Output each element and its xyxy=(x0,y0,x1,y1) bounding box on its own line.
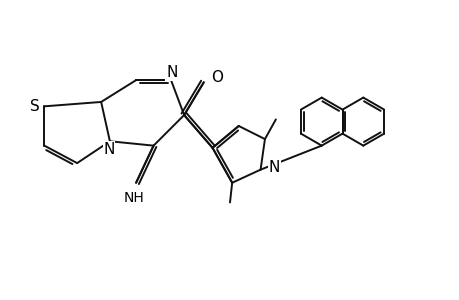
Text: N: N xyxy=(103,142,114,157)
Text: NH: NH xyxy=(123,191,144,205)
Text: O: O xyxy=(210,70,223,86)
Text: S: S xyxy=(30,99,39,114)
Text: N: N xyxy=(268,160,279,175)
Text: N: N xyxy=(166,65,177,80)
